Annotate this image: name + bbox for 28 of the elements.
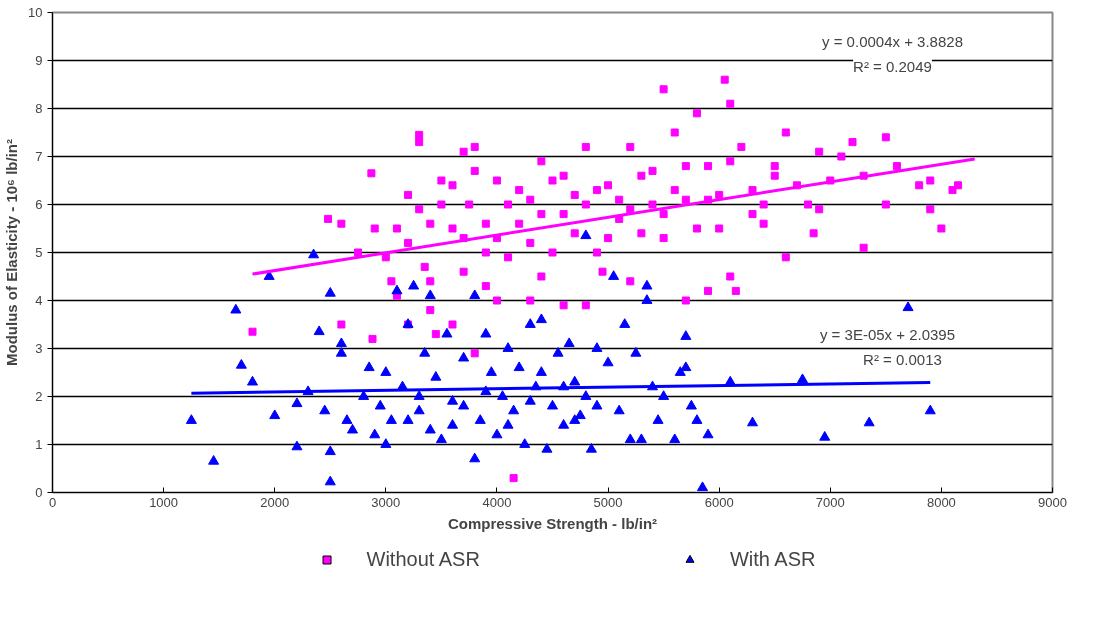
y-tick-label: 6 bbox=[35, 197, 43, 212]
annotation: y = 3E-05x + 2.0395 bbox=[819, 325, 956, 343]
y-axis-title: Modulus of Elasticity - 10⁶ lb/in² bbox=[3, 139, 21, 366]
x-tick-label: 0 bbox=[48, 494, 57, 510]
annotation: y = 0.0004x + 3.8828 bbox=[822, 32, 963, 50]
y-tick-label: 5 bbox=[35, 245, 43, 260]
y-tick-label: 4 bbox=[35, 293, 43, 308]
y-tick-label: 1 bbox=[35, 437, 43, 452]
y-tick-label: 7 bbox=[35, 149, 43, 164]
x-tick-label: 1000 bbox=[149, 494, 179, 510]
annotation: R² = 0.0013 bbox=[863, 350, 942, 368]
y-tick-label: 2 bbox=[35, 389, 43, 404]
x-tick-label: 8000 bbox=[926, 494, 956, 510]
legend-label: With ASR bbox=[729, 547, 816, 571]
x-tick-label: 4000 bbox=[482, 494, 512, 510]
x-tick-label: 9000 bbox=[1038, 494, 1067, 510]
legend-label: Without ASR bbox=[366, 547, 480, 571]
x-tick-label: 3000 bbox=[371, 494, 401, 510]
x-tick-label: 5000 bbox=[593, 494, 623, 510]
x-tick-label: 2000 bbox=[260, 494, 290, 510]
annotation: R² = 0.2049 bbox=[853, 57, 932, 75]
x-axis-title: Compressive Strength - lb/in² bbox=[447, 514, 658, 532]
x-tick-label: 6000 bbox=[704, 494, 734, 510]
y-tick-label: 9 bbox=[35, 53, 43, 68]
y-tick-label: 8 bbox=[35, 101, 43, 116]
y-tick-label: 3 bbox=[35, 341, 43, 356]
x-tick-label: 7000 bbox=[815, 494, 845, 510]
y-tick-label: 10 bbox=[28, 5, 43, 20]
